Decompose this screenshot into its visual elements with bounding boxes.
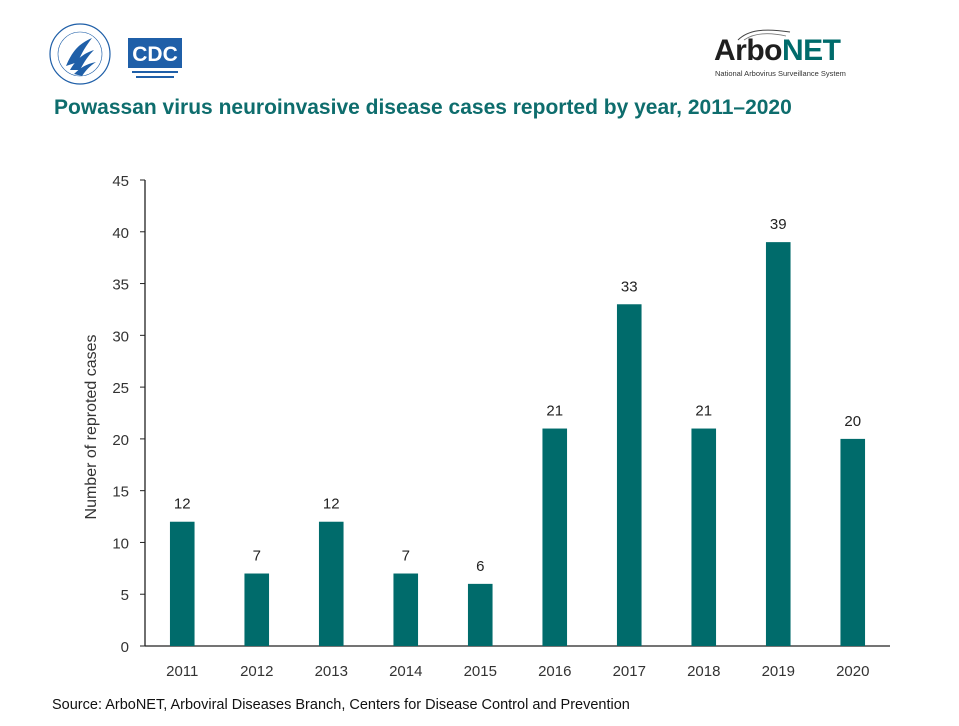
- data-label: 6: [476, 558, 484, 575]
- logo-group: CDC: [48, 22, 188, 86]
- cdc-logo: CDC: [128, 38, 182, 78]
- data-label: 33: [621, 278, 638, 295]
- y-tick-label: 30: [112, 328, 129, 345]
- y-axis-label: Number of reproted cases: [83, 335, 100, 520]
- mosquito-wing-icon: [737, 29, 791, 41]
- bar: [318, 521, 344, 646]
- bar: [542, 428, 568, 646]
- cdc-logo-text: CDC: [132, 43, 178, 66]
- bar-chart: 0 5 10 15 20 25 30 35 40 45 Number of reproted cas…: [83, 173, 890, 680]
- x-tick-label: 2017: [613, 663, 646, 680]
- y-tick-label: 25: [112, 380, 129, 397]
- data-label: 21: [546, 403, 563, 420]
- data-label: 12: [174, 496, 191, 513]
- x-tick-label: 2011: [166, 663, 198, 680]
- x-tick-label: 2015: [464, 663, 497, 680]
- bar: [393, 573, 419, 646]
- x-tick-label: 2018: [687, 663, 720, 680]
- data-label: 20: [844, 413, 861, 430]
- bar: [244, 573, 270, 646]
- bar: [691, 428, 717, 646]
- bar: [840, 438, 866, 646]
- x-tick-label: 2019: [762, 663, 795, 680]
- x-tick-label: 2016: [538, 663, 571, 680]
- arbonet-logo: ArboNET National Arbovirus Surveillance …: [714, 28, 874, 82]
- arbonet-wordmark: ArboNET: [714, 34, 841, 68]
- x-tick-label: 2012: [240, 663, 273, 680]
- data-label: 12: [323, 496, 340, 513]
- y-tick-label: 35: [112, 277, 129, 294]
- arbonet-subtitle: National Arbovirus Surveillance System: [715, 69, 846, 78]
- y-tick-label: 10: [112, 535, 129, 552]
- arbonet-wordmark-prefix: Arbo: [714, 34, 783, 67]
- y-tick-label: 15: [112, 484, 129, 501]
- y-tick-label: 45: [112, 173, 129, 190]
- y-tick-label: 0: [121, 639, 129, 656]
- bar: [616, 304, 642, 646]
- x-tick-label: 2014: [389, 663, 422, 680]
- y-tick-label: 5: [121, 587, 129, 604]
- data-label: 7: [253, 548, 261, 565]
- x-tick-label: 2013: [315, 663, 348, 680]
- y-tick-label: 20: [112, 432, 129, 449]
- source-note: Source: ArboNET, Arboviral Diseases Bran…: [52, 697, 630, 713]
- chart-title: Powassan virus neuroinvasive disease cas…: [54, 96, 792, 119]
- data-label: 21: [695, 403, 712, 420]
- hhs-seal-logo: [49, 23, 111, 85]
- y-tick-label: 40: [112, 225, 129, 242]
- arbonet-wordmark-suffix: NET: [782, 34, 841, 67]
- data-label: 39: [770, 216, 787, 233]
- bar: [467, 583, 493, 646]
- bar: [169, 521, 195, 646]
- bar: [765, 242, 791, 646]
- data-label: 7: [402, 548, 410, 565]
- x-tick-label: 2020: [836, 663, 869, 680]
